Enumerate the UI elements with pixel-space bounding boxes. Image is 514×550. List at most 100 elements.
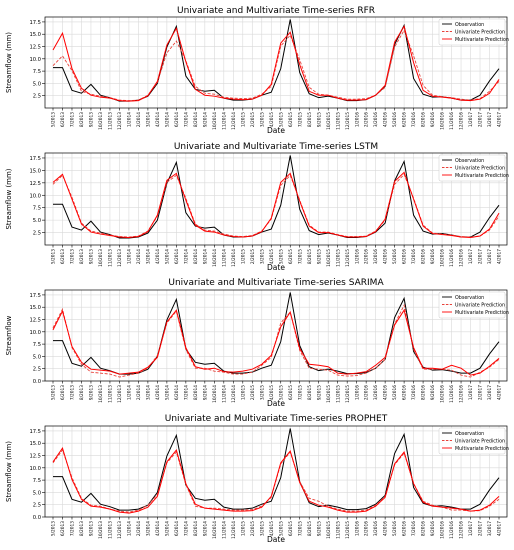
x-tick-label: 3/2017 [487, 249, 493, 264]
x-tick-label: 12/2015 [345, 112, 351, 130]
x-tick-label: 3/2017 [487, 112, 493, 127]
x-tick-label: 10/2013 [98, 385, 104, 403]
x-tick-label: 12/2016 [459, 521, 465, 539]
x-tick-label: 3/2014 [145, 249, 151, 264]
x-tick-label: 5/2014 [164, 112, 170, 127]
y-tick-label: 2.5 [33, 367, 41, 373]
chart-title: Univariate and Multivariate Time-series … [177, 6, 375, 16]
x-tick-label: 10/2014 [212, 385, 218, 403]
x-tick-label: 6/2014 [174, 112, 180, 127]
x-tick-label: 11/2016 [449, 112, 455, 130]
x-axis-label: Date [267, 535, 285, 544]
y-tick-label: 17.5 [29, 20, 41, 26]
x-tick-label: 6/2015 [288, 385, 294, 400]
x-tick-label: 7/2014 [183, 112, 189, 127]
x-tick-label: 7/2014 [183, 385, 189, 400]
series-line-multivariate-prediction [52, 25, 500, 102]
legend-label: Observation [455, 431, 484, 437]
x-tick-label: 9/2013 [89, 521, 95, 536]
x-tick-label: 2/2017 [478, 385, 484, 400]
x-tick-label: 9/2015 [316, 521, 322, 536]
x-tick-label: 5/2015 [278, 249, 284, 264]
x-tick-label: 9/2015 [316, 112, 322, 127]
x-tick-label: 11/2013 [108, 385, 114, 403]
x-tick-label: 11/2013 [108, 521, 114, 539]
plot-frame [44, 16, 508, 109]
x-axis-label: Date [267, 399, 285, 408]
x-tick-label: 5/2016 [392, 112, 398, 127]
x-tick-label: 9/2016 [430, 112, 436, 127]
x-tick-label: 1/2016 [354, 385, 360, 400]
x-tick-label: 12/2013 [117, 112, 123, 130]
x-tick-label: 1/2016 [354, 112, 360, 127]
x-tick-label: 7/2015 [297, 521, 303, 536]
x-tick-label: 2/2014 [136, 249, 142, 264]
x-tick-label: 1/2014 [127, 112, 133, 127]
x-tick-label: 7/2013 [70, 521, 76, 536]
x-tick-label: 9/2016 [430, 521, 436, 536]
y-axis-label: Streamflow (mm) [5, 168, 13, 229]
x-tick-label: 10/2016 [440, 249, 446, 267]
legend-label: Observation [455, 295, 484, 301]
x-tick-label: 12/2014 [231, 249, 237, 267]
x-tick-label: 6/2013 [60, 249, 66, 264]
x-tick-label: 5/2014 [164, 385, 170, 400]
legend-box [438, 427, 506, 455]
legend-box [438, 291, 506, 319]
x-tick-label: 12/2014 [231, 385, 237, 403]
x-axis-label: Date [267, 126, 285, 135]
x-tick-label: 10/2014 [212, 521, 218, 539]
x-tick-label: 5/2015 [278, 521, 284, 536]
x-tick-label: 4/2014 [155, 521, 161, 536]
x-tick-label: 12/2016 [459, 385, 465, 403]
x-tick-label: 1/2015 [240, 112, 246, 127]
x-tick-label: 7/2016 [411, 249, 417, 264]
chart-panel-2: Univariate and Multivariate Time-series … [5, 142, 509, 272]
x-tick-label: 10/2015 [326, 521, 332, 539]
x-tick-label: 12/2013 [117, 385, 123, 403]
x-tick-label: 2/2014 [136, 521, 142, 536]
x-tick-label: 10/2016 [440, 385, 446, 403]
x-tick-label: 5/2015 [278, 385, 284, 400]
x-tick-label: 2/2015 [250, 521, 256, 536]
legend-label: Multivariate Prediction [455, 173, 509, 179]
x-tick-label: 6/2013 [60, 521, 66, 536]
x-tick-label: 8/2014 [193, 249, 199, 264]
y-tick-label: 2.5 [33, 231, 41, 237]
x-tick-label: 12/2014 [231, 521, 237, 539]
x-tick-label: 2/2017 [478, 249, 484, 264]
x-tick-label: 3/2014 [145, 521, 151, 536]
chart-title: Univariate and Multivariate Time-series … [168, 278, 384, 288]
x-tick-label: 8/2013 [79, 112, 85, 127]
x-tick-label: 3/2015 [259, 249, 265, 264]
x-tick-label: 3/2016 [373, 112, 379, 127]
legend-label: Multivariate Prediction [455, 310, 509, 316]
x-tick-label: 8/2014 [193, 385, 199, 400]
x-tick-label: 2/2015 [250, 112, 256, 127]
x-tick-label: 9/2015 [316, 385, 322, 400]
y-tick-label: 5.0 [33, 354, 41, 360]
y-tick-label: 12.5 [29, 318, 41, 324]
x-tick-label: 12/2016 [459, 249, 465, 267]
x-tick-label: 10/2013 [98, 521, 104, 539]
x-tick-label: 11/2015 [335, 249, 341, 267]
x-tick-label: 9/2014 [202, 385, 208, 400]
x-tick-label: 9/2013 [89, 385, 95, 400]
x-tick-label: 3/2017 [487, 521, 493, 536]
x-tick-label: 1/2017 [468, 385, 474, 400]
x-tick-label: 4/2016 [383, 521, 389, 536]
x-tick-label: 11/2016 [449, 385, 455, 403]
x-tick-label: 4/2014 [155, 385, 161, 400]
x-tick-label: 2/2014 [136, 385, 142, 400]
x-tick-label: 2/2016 [364, 249, 370, 264]
x-tick-label: 12/2015 [345, 385, 351, 403]
x-tick-label: 3/2015 [259, 112, 265, 127]
x-tick-label: 11/2014 [221, 112, 227, 130]
series-line-multivariate-prediction [52, 308, 500, 376]
plot-frame [44, 289, 508, 382]
x-tick-label: 9/2016 [430, 249, 436, 264]
x-tick-label: 10/2014 [212, 112, 218, 130]
x-tick-label: 11/2015 [335, 521, 341, 539]
